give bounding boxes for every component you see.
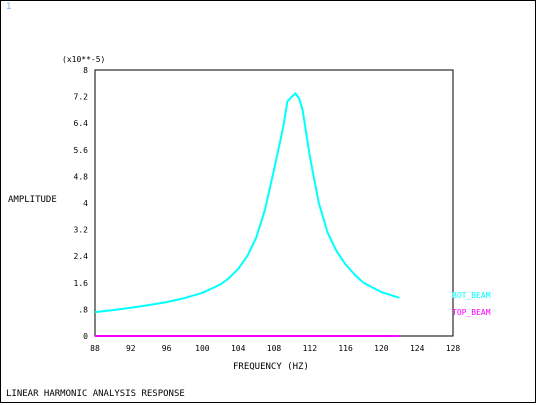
y-tick-label: 4.8 bbox=[74, 172, 89, 181]
x-tick-label: 116 bbox=[338, 344, 353, 353]
x-tick-label: 112 bbox=[303, 344, 318, 353]
window-number: 1 bbox=[6, 2, 12, 12]
y-tick-label: 4 bbox=[83, 199, 88, 208]
x-tick-label: 100 bbox=[195, 344, 210, 353]
y-scale-note: (x10**-5) bbox=[62, 55, 105, 64]
plot-area-box bbox=[94, 69, 454, 337]
x-tick-label: 124 bbox=[410, 344, 425, 353]
y-tick-label: 7.2 bbox=[74, 93, 89, 102]
x-tick-label: 108 bbox=[267, 344, 282, 353]
y-tick-label: 5.6 bbox=[74, 146, 89, 155]
x-axis-label: FREQUENCY (HZ) bbox=[233, 362, 309, 372]
plot-footer-title: LINEAR HARMONIC ANALYSIS RESPONSE bbox=[6, 389, 185, 399]
x-tick-label: 128 bbox=[446, 344, 461, 353]
x-tick-label: 92 bbox=[126, 344, 136, 353]
y-tick-labels: 0 .8 1.6 2.4 3.2 4 4.8 5.6 6.4 7.2 8 bbox=[74, 66, 89, 341]
y-tick-label: 1.6 bbox=[74, 279, 89, 288]
y-tick-label: .8 bbox=[78, 305, 88, 314]
x-tick-labels: 88 92 96 100 104 108 112 116 120 124 128 bbox=[90, 344, 460, 353]
x-tick-label: 88 bbox=[90, 344, 100, 353]
y-tick-label: 6.4 bbox=[74, 119, 89, 128]
y-tick-label: 8 bbox=[83, 66, 88, 75]
y-tick-label: 2.4 bbox=[74, 252, 89, 261]
y-axis-label: AMPLITUDE bbox=[8, 195, 57, 205]
series-line-bot-beam bbox=[94, 92, 400, 314]
legend: BOT_BEAM TOP_BEAM bbox=[452, 291, 491, 317]
chart-axes bbox=[94, 69, 454, 337]
x-tick-label: 120 bbox=[374, 344, 389, 353]
x-tick-label: 96 bbox=[162, 344, 172, 353]
legend-entry-top-beam: TOP_BEAM bbox=[452, 308, 491, 317]
x-tick-label: 104 bbox=[231, 344, 246, 353]
y-tick-label: 0 bbox=[83, 332, 88, 341]
y-tick-label: 3.2 bbox=[74, 226, 89, 235]
legend-entry-bot-beam: BOT_BEAM bbox=[452, 291, 491, 300]
series-lines bbox=[94, 92, 400, 337]
